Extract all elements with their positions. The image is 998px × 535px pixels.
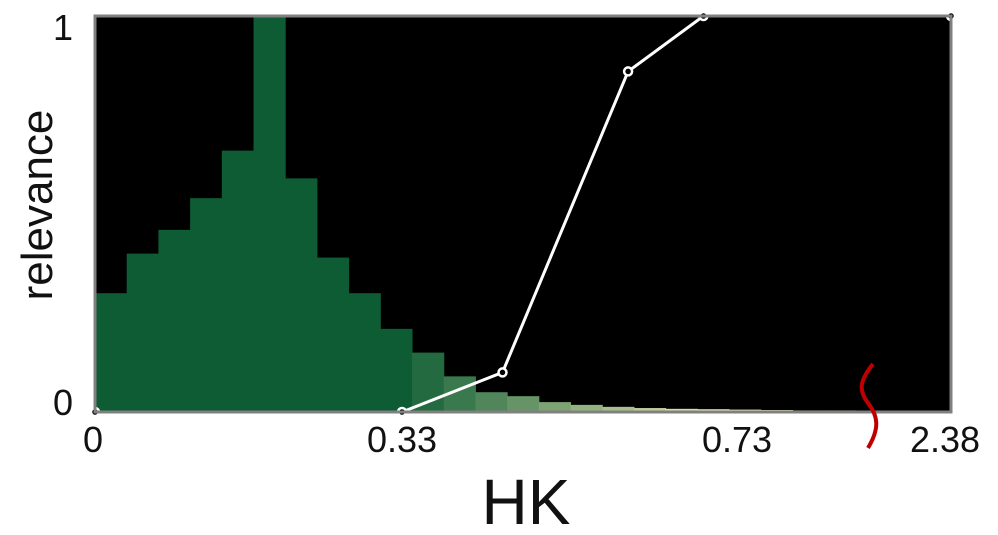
histogram-bar [253,16,286,412]
histogram-bar [158,229,191,412]
histogram-bars [95,16,952,412]
plot-frame [93,14,953,414]
histogram-bar [348,293,381,412]
x-tick-label-033: 0.33 [367,419,437,460]
histogram-bar [602,406,635,412]
y-tick-label-1: 1 [53,7,73,48]
histogram-bar [126,253,159,412]
axis-break-mark [859,362,879,450]
x-tick-label-073: 0.73 [702,419,772,460]
histogram-bar [190,198,223,412]
x-axis-title: HK [482,466,571,535]
y-tick-label-0: 0 [53,382,73,423]
histogram-bar [380,328,413,412]
histogram-bar [665,408,698,412]
histogram-bar [285,178,318,412]
histogram-bar [570,404,603,412]
x-tick-label-0: 0 [83,419,103,460]
histogram-bar [633,408,667,412]
histogram-bar [475,392,508,412]
histogram-bar [95,293,128,412]
histogram-bar [538,402,572,412]
x-tick-label-238: 2.38 [910,419,980,460]
histogram-bar [507,396,540,412]
line-point [497,367,508,378]
y-axis-title: relevance [13,110,62,301]
histogram-bar [316,257,350,412]
histogram-bar [221,150,255,412]
line-point [622,66,634,77]
